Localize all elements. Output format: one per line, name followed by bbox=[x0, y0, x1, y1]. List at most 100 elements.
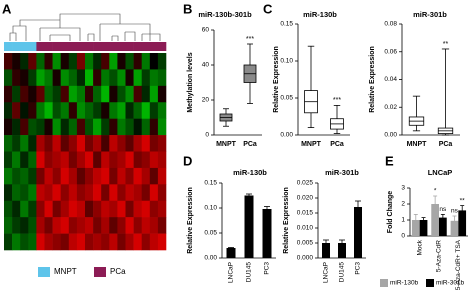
y-tick-label: 0.15 bbox=[204, 180, 217, 187]
annotation: ** bbox=[460, 197, 466, 204]
heatmap-cell bbox=[149, 69, 159, 87]
heatmap-cell bbox=[85, 135, 94, 152]
heatmap-cell bbox=[93, 151, 102, 169]
heatmap-cell bbox=[109, 217, 118, 234]
chart-title: miR-301b bbox=[413, 10, 447, 19]
heatmap-cell bbox=[36, 118, 45, 136]
heatmap-cell bbox=[12, 118, 21, 136]
heatmap-cell bbox=[60, 135, 70, 152]
heatmap-cell bbox=[4, 151, 13, 169]
heatmap-cell bbox=[117, 151, 126, 169]
heatmap-cell bbox=[93, 217, 102, 234]
heatmap-cell bbox=[44, 135, 53, 152]
y-tick-label: 0.010 bbox=[297, 225, 314, 232]
heatmap-cell bbox=[85, 118, 94, 136]
y-axis-label: Relative Expression bbox=[283, 187, 290, 254]
heatmap-cell bbox=[36, 233, 45, 251]
heatmap-cell bbox=[52, 118, 61, 136]
heatmap-cell bbox=[125, 135, 134, 152]
heatmap-cell bbox=[93, 118, 102, 136]
heatmap-cell bbox=[68, 184, 78, 202]
heatmap-cell bbox=[93, 167, 102, 185]
heatmap-cell bbox=[36, 217, 45, 234]
heatmap-cell bbox=[4, 233, 13, 251]
heatmap-cell bbox=[4, 200, 13, 218]
heatmap-cell bbox=[60, 167, 70, 185]
heatmap-cell bbox=[28, 102, 37, 119]
x-tick-label: MNPT bbox=[216, 141, 237, 148]
panel-letter: B bbox=[183, 1, 192, 16]
heatmap-cell bbox=[125, 151, 134, 169]
x-tick-label: MNPT bbox=[301, 141, 322, 148]
heatmap-cell bbox=[93, 184, 102, 202]
bar bbox=[338, 243, 346, 258]
heatmap-cell bbox=[28, 85, 37, 103]
heatmap-cell bbox=[44, 69, 53, 87]
group-bar bbox=[60, 42, 70, 51]
heatmap-cell bbox=[125, 184, 134, 202]
heatmap-cell bbox=[141, 118, 151, 136]
heatmap-cell bbox=[141, 233, 151, 251]
panel-letter: A bbox=[2, 1, 12, 16]
heatmap-cell bbox=[44, 85, 53, 103]
heatmap-cell bbox=[28, 233, 37, 251]
heatmap-cell bbox=[141, 217, 151, 234]
heatmap-cell bbox=[117, 85, 126, 103]
legend-swatch bbox=[380, 279, 388, 287]
heatmap-cell bbox=[141, 151, 151, 169]
y-tick-label: 40 bbox=[202, 62, 210, 69]
heatmap-cell bbox=[60, 102, 70, 119]
heatmap-cell bbox=[133, 233, 142, 251]
heatmap-cell bbox=[68, 118, 78, 136]
y-tick-label: 20 bbox=[202, 97, 210, 104]
heatmap-cell bbox=[109, 200, 118, 218]
heatmap-cell bbox=[20, 200, 29, 218]
heatmap-cell bbox=[28, 184, 37, 202]
heatmap-cell bbox=[12, 200, 21, 218]
heatmap-cell bbox=[76, 151, 86, 169]
bar bbox=[244, 195, 254, 258]
heatmap-cell bbox=[85, 233, 94, 251]
heatmap-cell bbox=[68, 233, 78, 251]
heatmap-cell bbox=[101, 167, 110, 185]
heatmap-cell bbox=[141, 102, 151, 119]
heatmap-cell bbox=[101, 217, 110, 234]
x-tick-label: MNPT bbox=[407, 141, 428, 148]
heatmap-cell bbox=[28, 200, 37, 218]
heatmap-cell bbox=[125, 118, 134, 136]
heatmap-cell bbox=[76, 233, 86, 251]
dendrogram bbox=[9, 13, 161, 41]
annotation: *** bbox=[246, 36, 254, 43]
heatmap-cell bbox=[109, 85, 118, 103]
annotation: ** bbox=[443, 41, 449, 48]
heatmap-cell bbox=[101, 85, 110, 103]
heatmap-cell bbox=[141, 184, 151, 202]
heatmap-cell bbox=[133, 167, 142, 185]
heatmap-cell bbox=[12, 85, 21, 103]
heatmap-cell bbox=[85, 69, 94, 87]
x-tick-label: Mock bbox=[416, 239, 423, 255]
heatmap-cell bbox=[101, 118, 110, 136]
heatmap-cell bbox=[44, 200, 53, 218]
heatmap-cell bbox=[44, 167, 53, 185]
heatmap-cell bbox=[93, 135, 102, 152]
heatmap-cell bbox=[12, 184, 21, 202]
heatmap-cell bbox=[85, 102, 94, 119]
y-tick-label: 2 bbox=[401, 201, 405, 208]
group-bar bbox=[20, 42, 29, 51]
annotation: * bbox=[434, 188, 437, 195]
y-tick-label: 0.05 bbox=[204, 230, 217, 237]
chart-title: miR-130b bbox=[303, 10, 337, 19]
y-tick-label: 0.005 bbox=[297, 240, 314, 247]
y-tick-label: 0.15 bbox=[280, 21, 293, 28]
heatmap-cell bbox=[109, 233, 118, 251]
legend-label: MNPT bbox=[54, 267, 77, 276]
group-bar bbox=[68, 42, 78, 51]
heatmap-cell bbox=[157, 118, 167, 136]
heatmap-cell bbox=[133, 53, 142, 70]
heatmap-cell bbox=[60, 200, 70, 218]
y-tick-label: 0.06 bbox=[384, 48, 397, 55]
heatmap-cell bbox=[68, 151, 78, 169]
heatmap-cell bbox=[85, 53, 94, 70]
bar bbox=[419, 220, 428, 236]
